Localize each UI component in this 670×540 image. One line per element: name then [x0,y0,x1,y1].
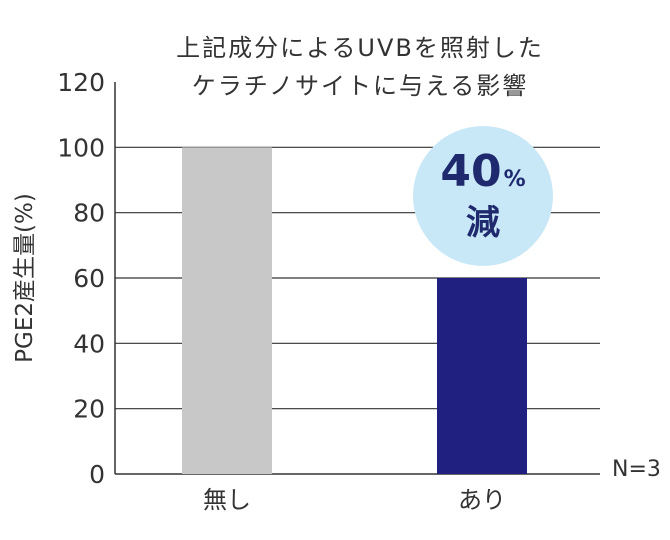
bar-2 [437,278,527,474]
reduction-value: 40% [440,146,526,197]
y-tick-label: 120 [57,68,105,97]
reduction-label: 減 [466,203,500,243]
y-tick-label: 20 [73,395,105,424]
x-tick-label: あり [458,486,506,514]
reduction-badge: 40% 減 [413,126,553,266]
reduction-unit: % [503,167,526,192]
x-tick-label: 無し [203,486,251,514]
y-tick-label: 40 [73,329,105,358]
y-axis-label: PGE2産生量(%) [12,193,38,363]
y-tick-label: 0 [89,460,105,489]
x-tick-labels: 無し あり [203,486,506,514]
bars [182,147,527,475]
chart-title-line-2: ケラチノサイトに与える影響 [191,72,529,100]
sample-size-note: N=3 [612,457,661,482]
y-tick-labels: 0 20 40 60 80 100 120 [57,68,105,489]
bar-1 [182,147,272,475]
y-tick-label: 100 [57,133,105,162]
chart-title-line-1: 上記成分によるUVBを照射した [176,34,544,62]
y-tick-label: 80 [73,199,105,228]
y-tick-label: 60 [73,264,105,293]
